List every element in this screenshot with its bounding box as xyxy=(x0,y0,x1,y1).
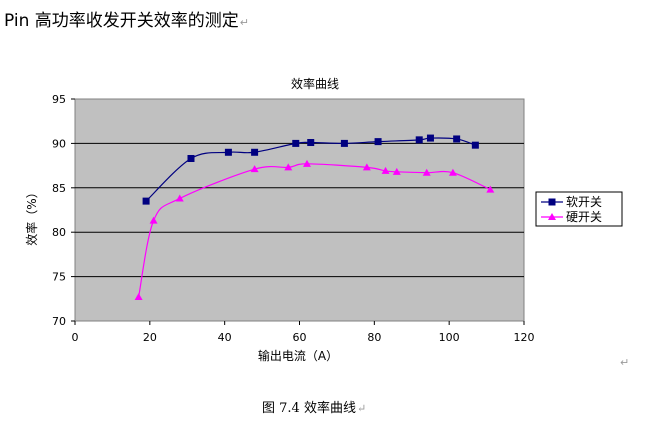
paragraph-mark: ↵ xyxy=(356,402,367,415)
document-heading: Pin 高功率收发开关效率的测定↵ xyxy=(4,6,249,31)
data-point xyxy=(381,166,390,174)
legend-marker xyxy=(548,198,556,206)
x-tick-label: 120 xyxy=(514,331,535,344)
y-tick-label: 90 xyxy=(52,137,66,150)
data-point xyxy=(250,165,259,173)
x-tick-label: 60 xyxy=(293,331,307,344)
data-point xyxy=(486,185,495,193)
data-point xyxy=(187,154,195,162)
series-1 xyxy=(142,134,479,205)
data-point xyxy=(453,135,461,143)
data-point xyxy=(284,163,293,171)
figure-caption: 图 7.4 效率曲线↵ xyxy=(262,397,366,416)
data-point xyxy=(448,168,457,176)
legend-box xyxy=(535,191,623,227)
series-2 xyxy=(134,159,495,301)
data-point xyxy=(142,197,150,205)
data-point xyxy=(224,148,232,156)
x-tick-label: 0 xyxy=(72,331,79,344)
data-point xyxy=(362,163,371,171)
data-point xyxy=(422,168,431,176)
plot-area xyxy=(74,98,525,322)
data-point xyxy=(307,139,315,147)
data-point xyxy=(302,159,311,167)
data-point xyxy=(415,136,423,144)
data-point xyxy=(471,141,479,149)
y-tick-label: 85 xyxy=(52,182,66,195)
chart-title: 效率曲线 xyxy=(291,76,339,91)
data-point xyxy=(374,138,382,146)
caption-text: 图 7.4 效率曲线 xyxy=(262,401,356,416)
x-tick-label: 20 xyxy=(143,331,157,344)
heading-text: Pin 高功率收发开关效率的测定 xyxy=(4,11,239,31)
data-point xyxy=(149,216,158,224)
data-point xyxy=(134,293,143,301)
legend-label: 软开关 xyxy=(566,195,602,209)
paragraph-mark: ↵ xyxy=(239,16,249,29)
y-axis-label: 效率（%） xyxy=(24,186,39,245)
data-point xyxy=(175,194,184,202)
x-tick-label: 100 xyxy=(439,331,460,344)
y-tick-label: 75 xyxy=(52,271,66,284)
y-tick-label: 95 xyxy=(52,93,66,106)
axes: 70 75 80 85 90 95 0 20 40 60 80 100 120 xyxy=(52,93,535,344)
legend-marker xyxy=(548,213,556,220)
x-axis-label: 输出电流（A） xyxy=(258,348,338,363)
data-point xyxy=(340,139,348,147)
data-point xyxy=(292,139,300,147)
x-tick-label: 80 xyxy=(367,331,381,344)
legend-label: 硬开关 xyxy=(566,210,602,224)
data-point xyxy=(426,134,434,142)
y-tick-label: 70 xyxy=(52,315,66,328)
y-tick-label: 80 xyxy=(52,226,66,239)
x-tick-label: 40 xyxy=(218,331,232,344)
series-layer xyxy=(134,134,495,301)
data-point xyxy=(251,148,259,156)
data-point xyxy=(392,167,401,175)
paragraph-mark: ↵ xyxy=(620,356,630,369)
